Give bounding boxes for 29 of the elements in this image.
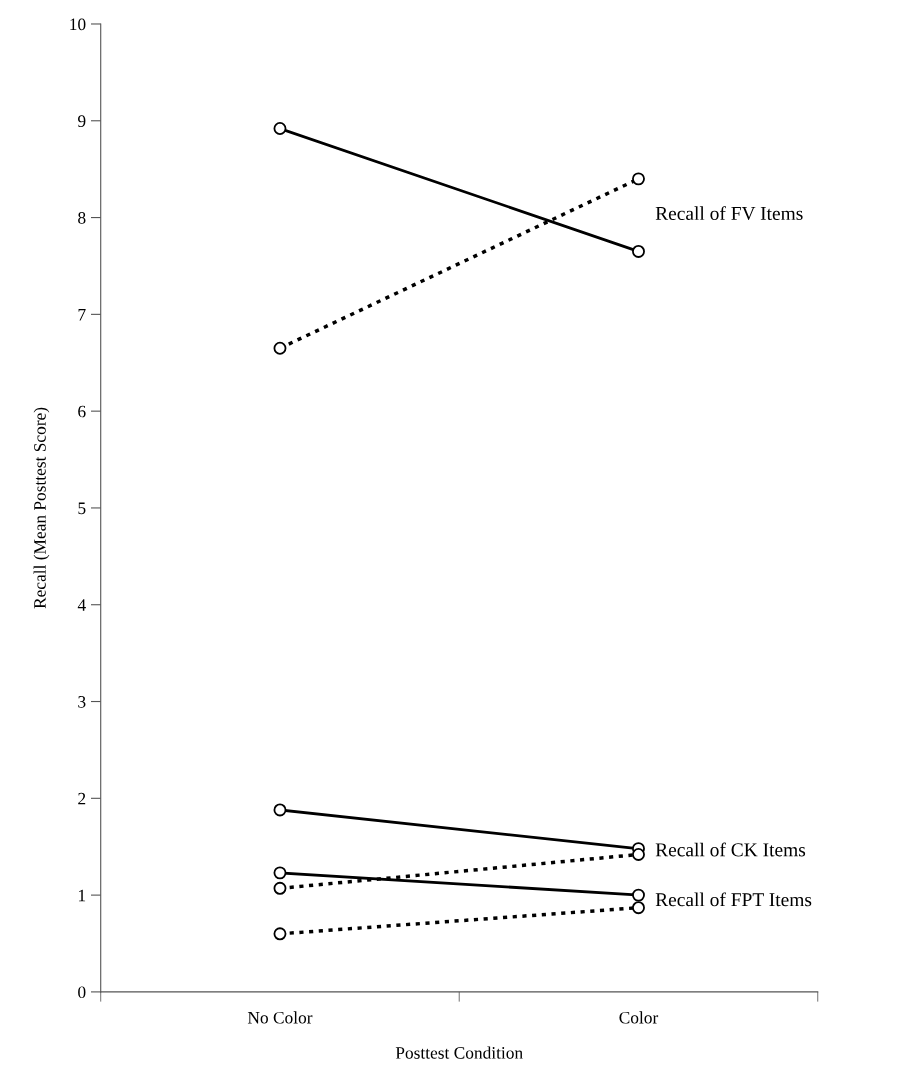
- point: [273, 122, 287, 135]
- y-tick-label: 2: [78, 792, 86, 805]
- y-tick-label: 6: [78, 405, 86, 418]
- point: [632, 901, 645, 915]
- annotation: Recall of FV Items: [655, 206, 803, 221]
- point: [273, 341, 287, 355]
- y-tick-label: 7: [78, 309, 86, 321]
- x-tick-label: No Color: [247, 1011, 313, 1024]
- y-tick-label: 5: [78, 502, 86, 515]
- x-tick-label: Color: [619, 1011, 659, 1024]
- x-axis-title: Posttest Condition: [395, 1046, 523, 1059]
- y-tick-label: 8: [78, 212, 86, 224]
- y-axis-title: Recall (Mean Posttest Score): [33, 407, 50, 609]
- y-tick-label: 0: [78, 986, 86, 999]
- point: [273, 866, 287, 880]
- annotation: Recall of CK Items: [655, 842, 806, 857]
- y-tick-label: 3: [78, 696, 86, 708]
- y-tick-label: 10: [70, 18, 86, 31]
- point: [632, 888, 645, 902]
- point: [632, 847, 645, 861]
- point: [632, 244, 645, 258]
- point: [273, 927, 287, 941]
- point: [273, 881, 287, 895]
- annotation: Recall of FPT Items: [655, 892, 812, 907]
- point: [632, 172, 645, 186]
- point: [273, 803, 287, 817]
- y-tick-label: 9: [78, 115, 86, 127]
- y-tick-label: 4: [77, 599, 86, 611]
- y-tick-label: 1: [78, 889, 86, 902]
